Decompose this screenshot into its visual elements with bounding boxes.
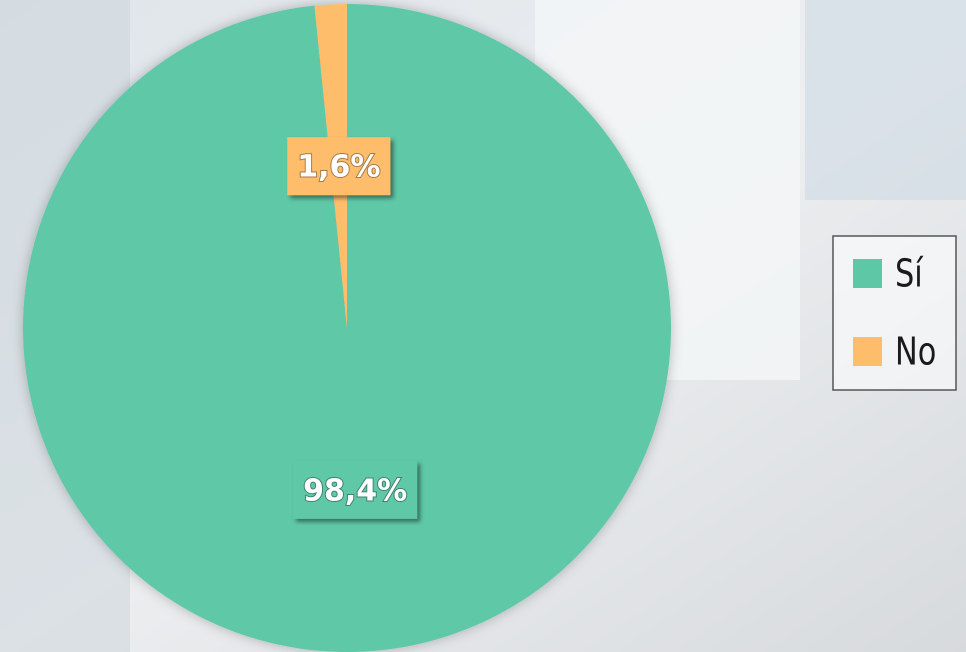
pie-slice <box>23 4 671 652</box>
legend-swatch <box>853 259 882 288</box>
chart: 98,4% 1,6% Sí No <box>0 0 966 652</box>
data-label-text: 98,4% <box>303 473 407 508</box>
legend-label: Sí <box>895 252 924 296</box>
data-label: 1,6% <box>287 137 390 195</box>
data-label-text: 1,6% <box>297 150 380 185</box>
pie <box>23 4 671 652</box>
legend-swatch <box>853 337 882 366</box>
data-label: 98,4% <box>293 461 417 519</box>
background-panel <box>805 0 966 200</box>
legend-label: No <box>895 330 936 374</box>
